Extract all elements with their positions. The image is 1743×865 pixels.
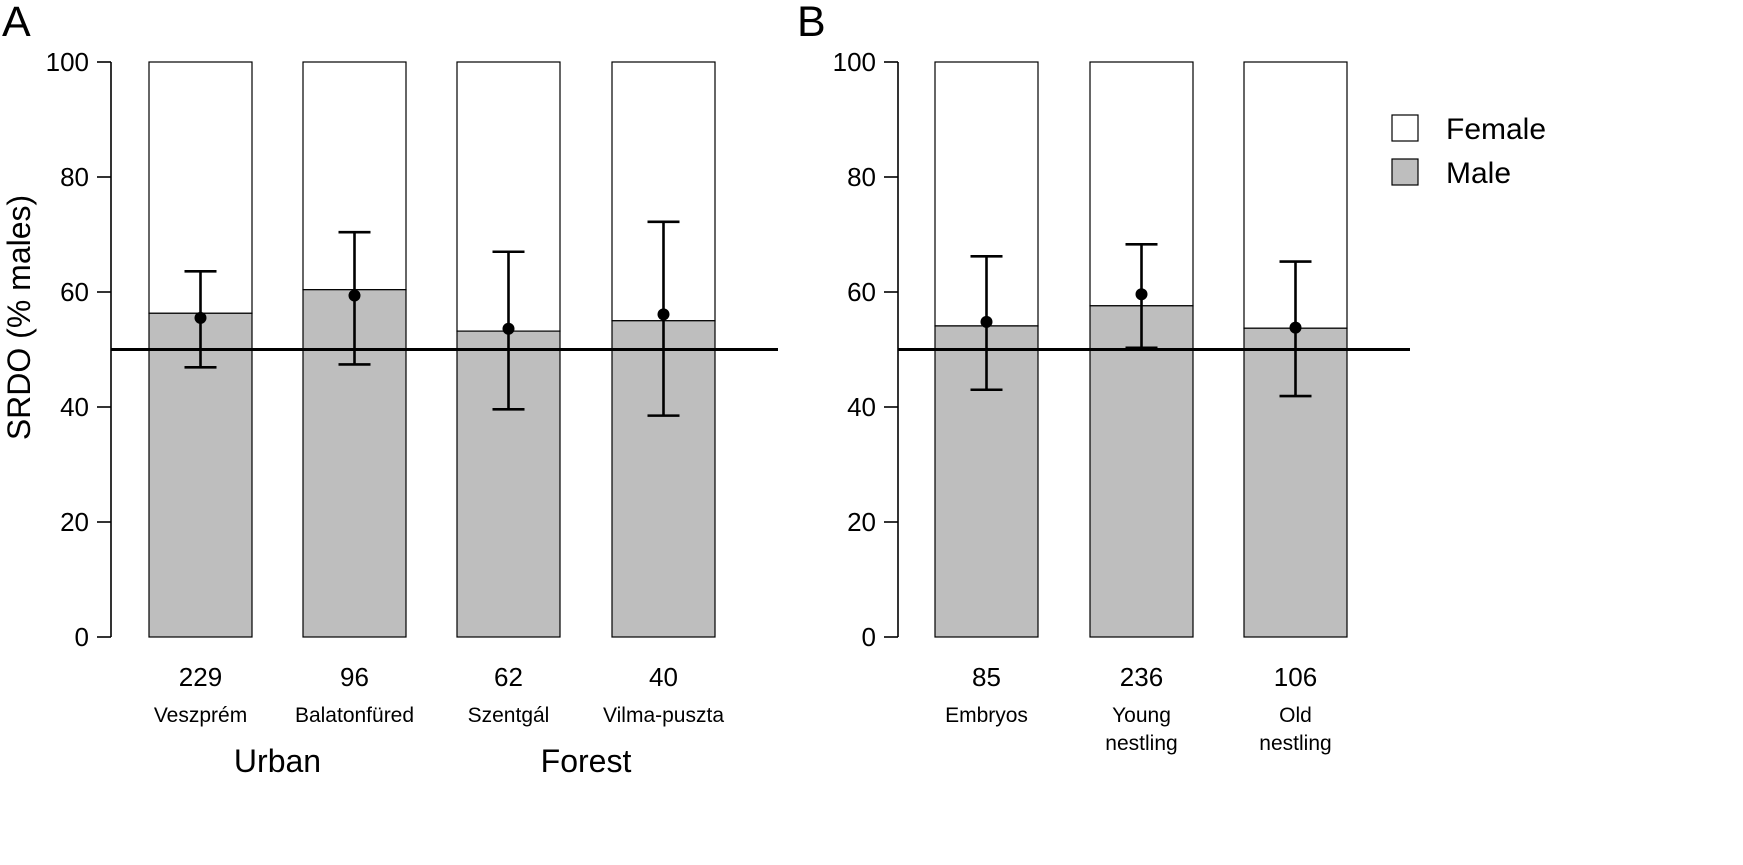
y-tick-label: 20 [60, 507, 89, 537]
y-tick-label: 40 [60, 392, 89, 422]
sample-size-label: 85 [972, 662, 1001, 692]
group-label: Urban [234, 743, 321, 779]
y-tick-label: 60 [60, 277, 89, 307]
mean-point [503, 323, 515, 335]
figure: A 0 20 40 60 80 100 SRDO (% males) 229 Veszprém 96… [0, 0, 1743, 865]
y-axis-label: SRDO (% males) [1, 195, 37, 440]
y-tick-label: 100 [833, 47, 876, 77]
y-tick-label: 40 [847, 392, 876, 422]
legend-label: Female [1446, 113, 1546, 146]
mean-point [1136, 288, 1148, 300]
group-label: Forest [541, 743, 632, 779]
mean-point [658, 308, 670, 320]
y-tick-label: 0 [75, 622, 89, 652]
category-label: Szentgál [468, 704, 550, 727]
category-label: Balatonfüred [295, 704, 414, 727]
panel-letter-a: A [2, 0, 31, 46]
sample-size-label: 62 [494, 662, 523, 692]
y-tick-label: 0 [862, 622, 876, 652]
category-label: Old [1279, 704, 1312, 727]
sample-size-label: 236 [1120, 662, 1163, 692]
category-label: Young [1112, 704, 1171, 727]
bar-male [1090, 306, 1193, 637]
panel-letter-b: B [797, 0, 826, 46]
mean-point [349, 289, 361, 301]
y-tick-label: 100 [46, 47, 89, 77]
category-label: Embryos [945, 704, 1028, 727]
category-label: nestling [1105, 732, 1177, 755]
sample-size-label: 106 [1274, 662, 1317, 692]
sample-size-label: 40 [649, 662, 678, 692]
sample-size-label: 229 [179, 662, 222, 692]
category-label: nestling [1259, 732, 1331, 755]
y-tick-label: 80 [60, 162, 89, 192]
mean-point [981, 316, 993, 328]
mean-point [195, 312, 207, 324]
sample-size-label: 96 [340, 662, 369, 692]
y-tick-label: 80 [847, 162, 876, 192]
y-tick-label: 60 [847, 277, 876, 307]
mean-point [1290, 322, 1302, 334]
legend-swatch [1392, 159, 1418, 185]
legend-label: Male [1446, 157, 1511, 190]
category-label: Veszprém [154, 704, 247, 727]
y-tick-label: 20 [847, 507, 876, 537]
category-label: Vilma-puszta [603, 704, 724, 727]
legend-swatch [1392, 115, 1418, 141]
